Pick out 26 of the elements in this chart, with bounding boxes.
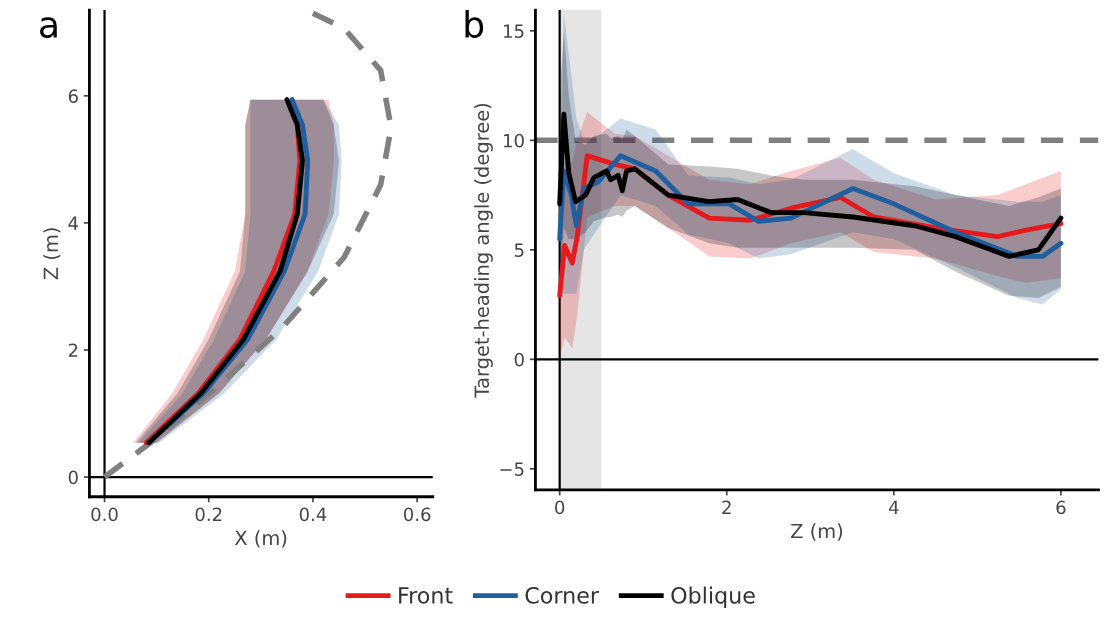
- x-tick-label: 4: [888, 500, 899, 514]
- y-axis-title: Target-heading angle (degree): [474, 103, 493, 398]
- x-tick-label: 0: [555, 500, 565, 515]
- y-tick-label: 5: [514, 243, 524, 257]
- y-tick-label: 0: [68, 470, 78, 485]
- y-tick-label: 10: [504, 133, 524, 148]
- y-axis-title: Z (m): [43, 228, 61, 280]
- y-tick-label: 15: [504, 24, 524, 38]
- x-tick-label: 0.6: [403, 507, 431, 522]
- y-tick-label: 4: [68, 216, 78, 230]
- y-tick-label: 2: [68, 343, 78, 357]
- legend-label: Corner: [525, 586, 600, 604]
- chart-title: b: [465, 10, 484, 38]
- chart-title: a: [40, 17, 57, 38]
- x-tick-label: 0.2: [195, 507, 222, 522]
- y-tick-label: −5: [500, 462, 524, 476]
- x-tick-label: 0.4: [299, 507, 327, 522]
- legend-label: Front: [399, 587, 453, 604]
- x-tick-label: 2: [722, 500, 731, 514]
- x-axis-title: X (m): [234, 530, 287, 548]
- y-tick-label: 6: [68, 89, 78, 103]
- x-tick-label: 0.0: [91, 507, 118, 522]
- y-tick-label: 0: [514, 352, 524, 367]
- x-axis-title: Z (m): [791, 523, 843, 541]
- legend-label: Oblique: [671, 586, 755, 608]
- x-tick-label: 6: [1056, 500, 1066, 515]
